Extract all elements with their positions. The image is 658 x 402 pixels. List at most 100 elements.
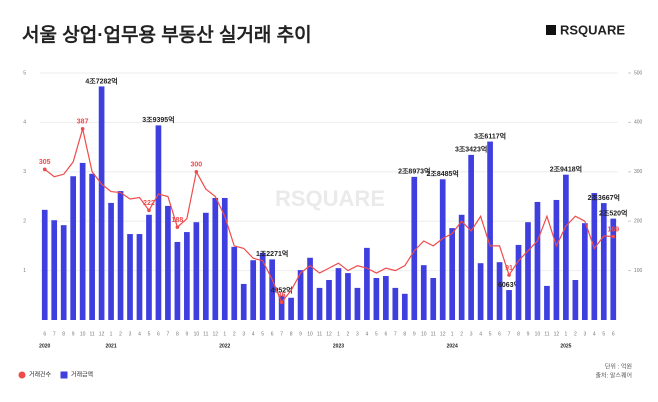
bar (221, 197, 228, 320)
x-tick-label: 1 (337, 331, 340, 337)
bar (79, 162, 86, 320)
line-value-label: 305 (39, 159, 51, 166)
line-point (80, 127, 85, 131)
x-tick-label: 4 (138, 331, 141, 337)
year-label: 2024 (447, 343, 458, 349)
legend-label: 거래금액 (71, 371, 93, 379)
y-tick-label: 1 (23, 268, 26, 274)
bar (411, 176, 418, 320)
bar (240, 283, 247, 320)
line-point (147, 208, 151, 213)
watermark: RSQUARE (275, 186, 385, 211)
x-tick-label: 10 (194, 331, 200, 337)
x-tick-label: 7 (53, 331, 56, 337)
y2-tick-label: 200 (634, 219, 643, 225)
x-tick-label: 5 (261, 331, 264, 337)
line-value-label: 300 (191, 162, 203, 169)
bar (563, 174, 569, 320)
chart-title: 서울 상업·업무용 부동산 실거래 추이 (22, 24, 312, 46)
line-point (42, 167, 47, 172)
line-value-label: 387 (77, 119, 89, 126)
x-tick-label: 11 (317, 331, 322, 337)
bar-value-label: 2조3667억 (588, 193, 620, 202)
bar (345, 273, 351, 320)
bar (117, 191, 124, 320)
x-tick-label: 9 (185, 331, 188, 337)
x-tick-label: 4 (593, 331, 596, 337)
bar-value-label: 3조6117억 (474, 131, 506, 140)
x-tick-label: 7 (280, 331, 283, 337)
x-tick-label: 3 (470, 331, 473, 337)
line-value-label: 222 (143, 200, 155, 207)
line-point (279, 300, 284, 305)
bar (51, 220, 58, 320)
year-label: 2023 (333, 343, 344, 349)
x-tick-label: 2 (460, 331, 463, 337)
bar (250, 260, 257, 320)
bar (193, 222, 200, 320)
x-tick-label: 10 (421, 331, 427, 337)
bar-value-label: 4조7282억 (85, 76, 117, 85)
bar (544, 285, 550, 320)
x-tick-label: 3 (129, 331, 132, 337)
bar (458, 214, 465, 320)
line-value-label: 36 (278, 292, 286, 299)
x-tick-label: 12 (99, 331, 105, 337)
bar (165, 205, 171, 320)
x-tick-label: 6 (612, 331, 615, 337)
bar-value-label: 3조9395억 (142, 115, 174, 124)
x-tick-label: 4 (252, 331, 255, 337)
source-note: 출처: 알스퀘어 (596, 372, 632, 380)
line-point (611, 234, 616, 239)
bar (60, 225, 67, 320)
x-tick-label: 1 (110, 331, 113, 337)
bar (477, 263, 484, 320)
line-value-label: 169 (607, 226, 619, 233)
y2-tick-label: 300 (634, 169, 643, 175)
x-tick-label: 2 (233, 331, 236, 337)
bar (326, 279, 332, 320)
line (44, 128, 614, 304)
bar (534, 201, 541, 320)
x-tick-label: 9 (413, 331, 416, 337)
x-tick-label: 5 (489, 331, 492, 337)
bar (439, 179, 446, 320)
x-tick-label: 9 (527, 331, 530, 337)
bar (146, 214, 152, 320)
x-tick-label: 7 (508, 331, 511, 337)
bar (354, 287, 361, 320)
x-tick-label: 8 (290, 331, 293, 337)
year-label: 2022 (219, 343, 230, 349)
bar (212, 197, 219, 320)
x-tick-label: 8 (517, 331, 520, 337)
bar (553, 199, 560, 320)
bar (278, 295, 285, 320)
line-value-label: 91 (505, 265, 513, 272)
y-tick-label: 4 (23, 120, 26, 126)
x-tick-label: 7 (394, 331, 397, 337)
bar (41, 209, 48, 320)
year-label: 2021 (106, 343, 117, 349)
x-tick-label: 3 (242, 331, 245, 337)
x-tick-label: 3 (583, 331, 586, 337)
x-tick-label: 6 (43, 331, 46, 337)
x-tick-label: 2 (347, 331, 350, 337)
legend-label: 거래건수 (29, 371, 52, 379)
bar (307, 257, 313, 320)
year-label: 2020 (39, 343, 50, 349)
y2-tick-label: 400 (634, 120, 643, 126)
line-point (507, 273, 511, 277)
x-tick-label: 6 (271, 331, 274, 337)
bar (202, 212, 209, 320)
bar (297, 270, 304, 320)
bar (174, 241, 181, 320)
bar (496, 262, 503, 320)
x-tick-label: 6 (157, 331, 160, 337)
bar (288, 297, 294, 320)
x-tick-label: 4 (479, 331, 482, 337)
bar (487, 141, 493, 320)
y2-tick-label: 100 (634, 268, 643, 274)
bar (591, 193, 598, 320)
bar (316, 287, 323, 320)
x-tick-label: 12 (326, 331, 332, 337)
